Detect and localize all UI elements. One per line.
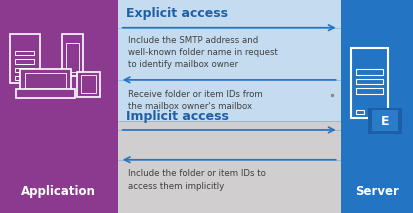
FancyBboxPatch shape <box>15 59 34 64</box>
FancyBboxPatch shape <box>351 48 388 118</box>
FancyBboxPatch shape <box>77 72 100 97</box>
FancyBboxPatch shape <box>118 121 341 213</box>
Text: Include the folder or item IDs to
access them implicitly: Include the folder or item IDs to access… <box>128 169 266 191</box>
Text: E: E <box>381 115 389 128</box>
FancyBboxPatch shape <box>356 79 383 84</box>
Text: Server: Server <box>355 185 399 198</box>
FancyBboxPatch shape <box>15 51 34 55</box>
FancyBboxPatch shape <box>368 108 401 134</box>
FancyBboxPatch shape <box>372 110 397 131</box>
FancyBboxPatch shape <box>24 73 66 88</box>
Text: Application: Application <box>21 185 96 198</box>
FancyBboxPatch shape <box>15 76 22 80</box>
FancyBboxPatch shape <box>341 0 413 213</box>
FancyBboxPatch shape <box>356 69 383 75</box>
FancyBboxPatch shape <box>66 43 79 72</box>
Text: Explicit access: Explicit access <box>126 7 228 20</box>
FancyBboxPatch shape <box>0 0 118 213</box>
Text: Include the SMTP address and
well-known folder name in request
to identify mailb: Include the SMTP address and well-known … <box>128 36 278 69</box>
FancyBboxPatch shape <box>356 110 364 114</box>
Text: Implicit access: Implicit access <box>126 109 229 123</box>
FancyBboxPatch shape <box>62 34 83 76</box>
Text: Receive folder or item IDs from
the mailbox owner's mailbox: Receive folder or item IDs from the mail… <box>128 90 263 111</box>
FancyBboxPatch shape <box>15 68 34 72</box>
FancyBboxPatch shape <box>16 89 75 98</box>
FancyBboxPatch shape <box>356 88 383 94</box>
FancyBboxPatch shape <box>20 69 71 90</box>
FancyBboxPatch shape <box>81 75 96 93</box>
FancyBboxPatch shape <box>118 0 341 121</box>
FancyBboxPatch shape <box>9 34 40 83</box>
